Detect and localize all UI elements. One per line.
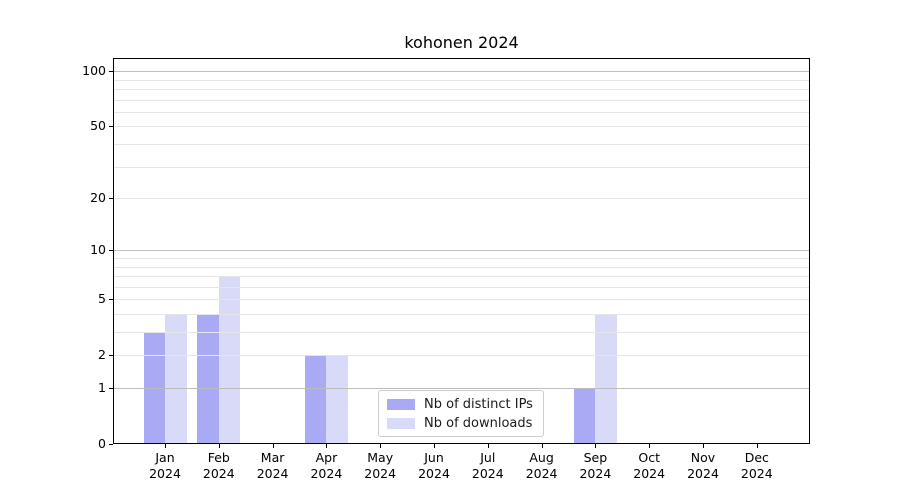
x-axis-tick-label-jul: Jul 2024 [456, 450, 520, 482]
x-axis-tick-year: 2024 [310, 466, 343, 481]
gridline-minor [114, 198, 809, 199]
y-axis-tick [109, 299, 113, 300]
gridline-major [114, 250, 809, 251]
x-axis-tick [434, 444, 435, 448]
x-axis-tick [326, 444, 327, 448]
y-axis-tick [109, 355, 113, 356]
x-axis-tick-year: 2024 [202, 466, 235, 481]
x-axis-tick-label-aug: Aug 2024 [510, 450, 574, 482]
gridline-minor [114, 267, 809, 268]
gridline-minor [114, 276, 809, 277]
legend-swatch-distinct-ips [387, 398, 415, 410]
gridline-minor [114, 299, 809, 300]
x-axis-tick-year: 2024 [687, 466, 719, 481]
y-axis-tick-label: 50 [90, 118, 106, 134]
legend-label-downloads: Nb of downloads [424, 415, 533, 431]
x-axis-tick-year: 2024 [633, 466, 666, 481]
y-axis-tick [109, 71, 113, 72]
bar-downloads-sep [595, 314, 617, 443]
x-axis-tick-year: 2024 [471, 466, 504, 481]
y-axis-tick-label: 2 [98, 347, 106, 363]
x-axis-tick-year: 2024 [364, 466, 397, 481]
x-axis-tick [703, 444, 704, 448]
x-axis-tick-label-nov: Nov 2024 [671, 450, 735, 482]
x-axis-tick [380, 444, 381, 448]
gridline-minor [114, 144, 809, 145]
x-axis-tick-label-sep: Sep 2024 [563, 450, 627, 482]
y-axis-tick-label: 0 [98, 436, 106, 451]
bar-distinct-ips-feb [197, 314, 219, 443]
bar-downloads-feb [218, 276, 241, 443]
x-axis-tick [219, 444, 220, 448]
gridline-major [114, 71, 809, 72]
x-axis-tick [542, 444, 543, 448]
x-axis-tick-year: 2024 [740, 466, 773, 481]
legend-swatch-downloads [387, 417, 415, 429]
y-axis-tick [109, 388, 113, 389]
gridline-minor [114, 167, 809, 168]
y-axis-tick [109, 250, 113, 251]
y-axis-tick-label: 5 [98, 291, 106, 307]
legend-entry-distinct-ips: Nb of distinct IPs [387, 397, 535, 412]
gridline-minor [114, 89, 809, 90]
x-axis-tick [757, 444, 758, 448]
bar-downloads-jan [165, 314, 187, 443]
x-axis-tick [165, 444, 166, 448]
x-axis-tick-year: 2024 [525, 466, 558, 481]
x-axis-tick [488, 444, 489, 448]
gridline-major [114, 388, 809, 389]
gridline-minor [114, 80, 809, 81]
x-axis-tick [595, 444, 596, 448]
gridline-minor [114, 126, 809, 127]
gridline-minor [114, 112, 809, 113]
x-axis-tick-label-jun: Jun 2024 [402, 450, 466, 482]
gridline-minor [114, 258, 809, 259]
bar-distinct-ips-jan [143, 332, 165, 443]
x-axis-tick-label-apr: Apr 2024 [294, 450, 358, 482]
y-axis-tick-label: 20 [90, 190, 106, 206]
x-axis-tick-label-feb: Feb 2024 [187, 450, 251, 482]
y-axis-tick-label: 10 [90, 242, 106, 258]
gridline-minor [114, 332, 809, 333]
gridline-minor [114, 314, 809, 315]
x-axis-tick [273, 444, 274, 448]
x-axis-tick-label-mar: Mar 2024 [241, 450, 305, 482]
x-axis-tick-label-may: May 2024 [348, 450, 412, 482]
x-axis-tick-label-jan: Jan 2024 [133, 450, 197, 482]
chart-title: kohonen 2024 [404, 33, 519, 52]
gridline-minor [114, 355, 809, 356]
legend-entry-downloads: Nb of downloads [387, 416, 535, 431]
x-axis-tick-label-dec: Dec 2024 [725, 450, 789, 482]
bar-downloads-apr [326, 355, 348, 443]
y-axis-tick [109, 198, 113, 199]
x-axis-tick-label-oct: Oct 2024 [617, 450, 681, 482]
legend: Nb of distinct IPs Nb of downloads [378, 390, 544, 437]
x-axis-tick-year: 2024 [418, 466, 450, 481]
y-axis-tick-label: 100 [82, 63, 106, 79]
x-axis-tick-year: 2024 [149, 466, 181, 481]
x-axis-tick-year: 2024 [256, 466, 289, 481]
legend-label-distinct-ips: Nb of distinct IPs [424, 396, 533, 412]
y-axis-tick [109, 444, 113, 445]
gridline-minor [114, 287, 809, 288]
gridline-minor [114, 100, 809, 101]
y-axis-tick [109, 126, 113, 127]
bar-distinct-ips-sep [573, 388, 596, 443]
y-axis-tick-label: 1 [98, 380, 106, 396]
x-axis-tick [649, 444, 650, 448]
bar-distinct-ips-apr [304, 355, 327, 443]
x-axis-tick-year: 2024 [579, 466, 612, 481]
